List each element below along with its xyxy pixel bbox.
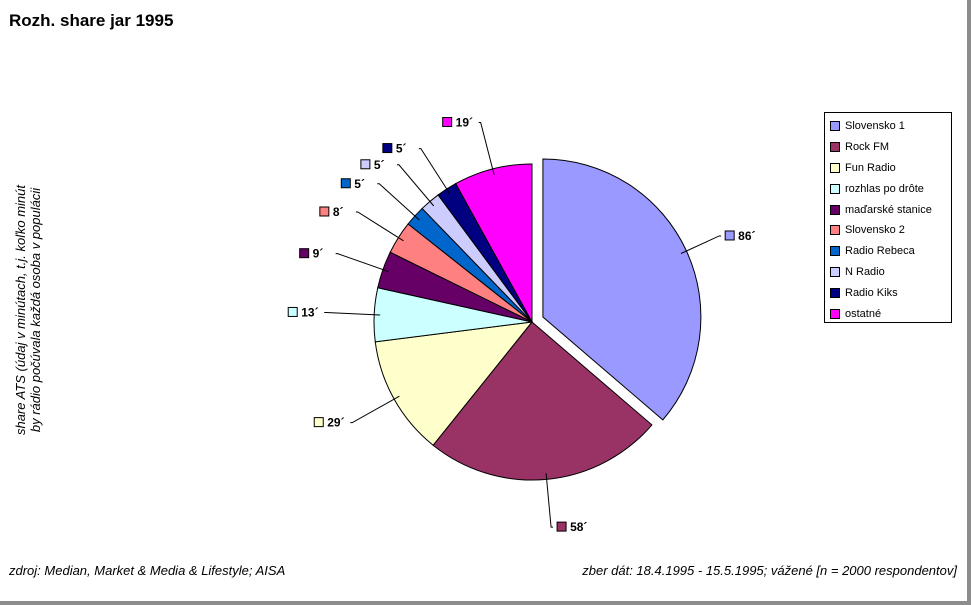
leader-line-ostatne (478, 121, 495, 175)
legend-item-slovensko-2: Slovensko 2 (825, 220, 951, 241)
legend-label: Rock FM (845, 141, 889, 154)
data-label-n-radio: 5´ (374, 158, 385, 172)
footer-source: zdroj: Median, Market & Media & Lifestyl… (9, 563, 286, 578)
legend-label: Slovensko 2 (845, 224, 905, 237)
footer-collection: zber dát: 18.4.1995 - 15.5.1995; vážené … (582, 563, 957, 578)
leader-line-fun-radio (350, 395, 400, 424)
leader-line-slovensko-2 (355, 211, 404, 242)
legend: Slovensko 1 Rock FM Fun Radio rozhlas po dr… (824, 112, 952, 323)
legend-swatch (830, 225, 840, 236)
legend-item-radio-rebeca: Radio Rebeca (825, 241, 951, 262)
data-label-ostatne: 19´ (456, 115, 473, 129)
leader-line-madarske-stanice (335, 253, 389, 273)
legend-swatch (830, 183, 840, 194)
data-label-madarske-stanice: 9´ (313, 247, 324, 261)
data-label-slovensko-2: 8´ (333, 205, 344, 219)
leader-line-rock-fm (545, 473, 554, 528)
legend-item-rozhlas-po-drote: rozhlas po drôte (825, 178, 951, 199)
data-label-fun-radio: 29´ (327, 416, 344, 430)
label-swatch-madarske-stanice (299, 248, 310, 259)
data-label-radio-rebeca: 5´ (354, 177, 365, 191)
legend-item-ostatne: ostatné (825, 303, 951, 324)
chart-title: Rozh. share jar 1995 (9, 11, 174, 30)
legend-label: Slovensko 1 (845, 120, 905, 133)
label-swatch-n-radio (360, 159, 371, 170)
legend-swatch (830, 142, 840, 153)
legend-label: maďarské stanice (845, 203, 932, 216)
legend-swatch (830, 287, 840, 298)
legend-item-n-radio: N Radio (825, 262, 951, 283)
label-swatch-rozhlas-po-drote (287, 306, 298, 317)
legend-swatch (830, 308, 840, 319)
legend-label: rozhlas po drôte (845, 182, 924, 195)
leader-line-n-radio (396, 164, 435, 207)
label-swatch-rock-fm (556, 521, 567, 532)
legend-item-madarske-stanice: maďarské stanice (825, 199, 951, 220)
leader-line-rozhlas-po-drote (324, 311, 381, 316)
leader-line-slovensko-1 (680, 235, 722, 254)
legend-swatch (830, 246, 840, 257)
data-label-radio-kiks: 5´ (396, 142, 407, 156)
label-swatch-slovensko-2 (319, 206, 330, 217)
legend-item-radio-kiks: Radio Kiks (825, 282, 951, 303)
legend-label: Fun Radio (845, 161, 896, 174)
legend-label: N Radio (845, 265, 885, 278)
legend-item-slovensko-1: Slovensko 1 (825, 116, 951, 137)
label-swatch-radio-rebeca (340, 178, 351, 189)
legend-swatch (830, 162, 840, 173)
data-label-rozhlas-po-drote: 13´ (301, 305, 318, 319)
leader-line-radio-kiks (418, 148, 451, 195)
leader-line-radio-rebeca (377, 183, 420, 221)
label-swatch-radio-kiks (382, 143, 393, 154)
data-label-rock-fm: 58´ (570, 520, 587, 534)
legend-item-fun-radio: Fun Radio (825, 158, 951, 179)
data-label-slovensko-1: 86´ (738, 229, 755, 243)
legend-item-rock-fm: Rock FM (825, 137, 951, 158)
legend-label: ostatné (845, 307, 882, 320)
label-swatch-slovensko-1 (724, 230, 735, 241)
legend-swatch (830, 204, 840, 215)
legend-swatch (830, 121, 840, 132)
legend-label: Radio Kiks (845, 286, 898, 299)
legend-swatch (830, 266, 840, 277)
legend-label: Radio Rebeca (845, 245, 915, 258)
label-swatch-ostatne (442, 116, 453, 127)
label-swatch-fun-radio (313, 417, 324, 428)
